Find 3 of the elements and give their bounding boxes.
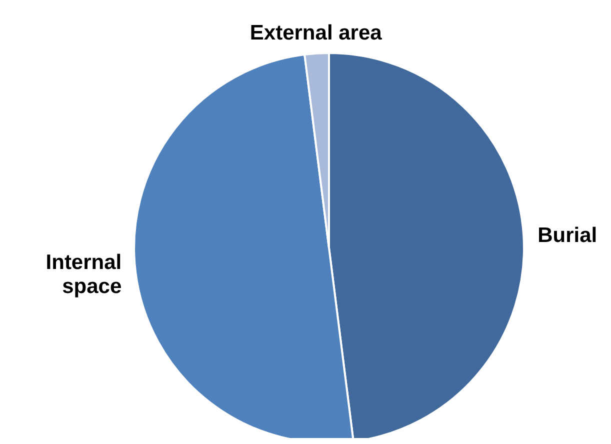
slice-label: External area <box>250 21 382 44</box>
slice-label: Internal space <box>46 251 122 298</box>
slice-label: Burial <box>538 224 598 247</box>
